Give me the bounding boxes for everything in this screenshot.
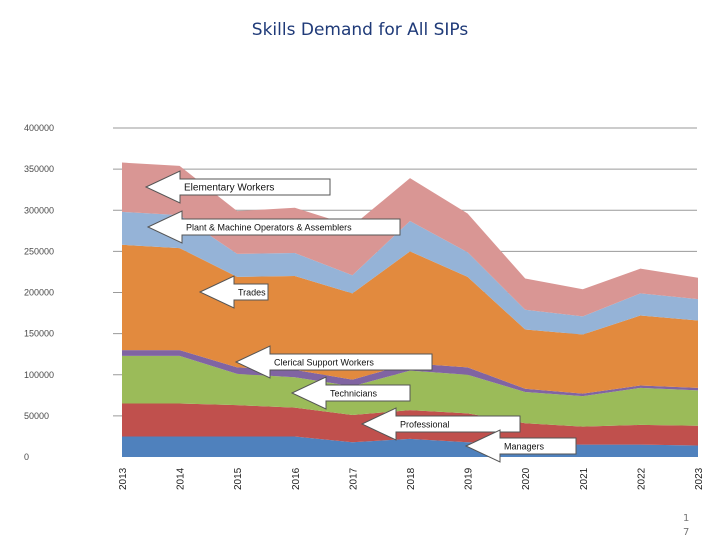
callout-label: Managers — [504, 442, 545, 452]
y-tick-label: 150000 — [24, 329, 54, 339]
x-tick-label: 2022 — [636, 467, 647, 490]
chart-title: Skills Demand for All SIPs — [251, 20, 469, 40]
callout-label: Plant & Machine Operators & Assemblers — [186, 223, 352, 233]
callout-trades: Trades — [198, 275, 269, 309]
x-axis: 2013 2014 2015 2016 2017 2018 2019 2020 2021 2022… — [118, 467, 705, 490]
y-axis: 0 50000 100000 150000 200000 250000 300000 3500… — [24, 123, 54, 462]
callout-label: Professional — [400, 420, 450, 430]
callout-elementary: Elementary Workers — [144, 170, 331, 204]
callout-arrow — [360, 407, 521, 441]
callout-arrow — [464, 429, 577, 463]
x-tick-label: 2013 — [118, 467, 129, 490]
x-tick-label: 2023 — [694, 467, 705, 490]
callout-label: Technicians — [330, 389, 378, 399]
area-clerical — [122, 350, 698, 397]
x-tick-label: 2015 — [233, 467, 244, 490]
callout-label: Clerical Support Workers — [274, 358, 374, 368]
callout-plant: Plant & Machine Operators & Assemblers — [146, 210, 401, 244]
callout-arrow — [146, 210, 401, 244]
y-tick-label: 100000 — [24, 370, 54, 380]
y-tick-label: 200000 — [24, 288, 54, 298]
callout-professional: Professional — [360, 407, 521, 441]
callout-label: Elementary Workers — [184, 183, 274, 194]
y-tick-label: 0 — [24, 452, 29, 462]
y-tick-label: 400000 — [24, 123, 54, 133]
x-tick-label: 2014 — [176, 467, 187, 490]
x-tick-label: 2021 — [579, 467, 590, 490]
y-tick-label: 350000 — [24, 164, 54, 174]
x-tick-label: 2017 — [348, 467, 359, 490]
y-tick-label: 250000 — [24, 246, 54, 256]
x-tick-label: 2020 — [521, 467, 532, 490]
callout-arrow — [198, 275, 269, 309]
callout-clerical: Clerical Support Workers — [234, 345, 433, 379]
page-number: 17 — [683, 513, 690, 538]
plot-areas — [122, 162, 698, 457]
y-tick-label: 300000 — [24, 205, 54, 215]
callout-managers: Managers — [464, 429, 577, 463]
x-tick-label: 2019 — [464, 467, 475, 490]
x-tick-label: 2016 — [291, 467, 302, 490]
callout-arrow — [144, 170, 331, 204]
callout-technicians: Technicians — [290, 376, 411, 410]
series-callouts: Elementary Workers Plant & Machine Operat… — [144, 170, 577, 463]
callout-arrow — [290, 376, 411, 410]
callout-arrow — [234, 345, 433, 379]
y-tick-label: 50000 — [24, 411, 49, 421]
callout-label: Trades — [238, 288, 266, 298]
x-tick-label: 2018 — [406, 467, 417, 490]
